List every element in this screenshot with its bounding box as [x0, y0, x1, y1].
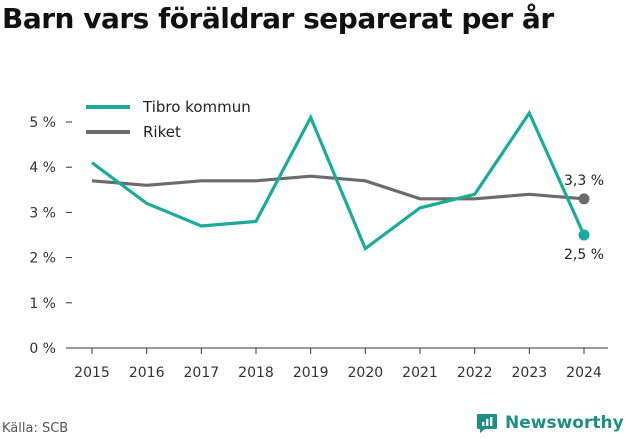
y-tick-label: 5 %	[29, 115, 56, 131]
chart-title: Barn vars föräldrar separerat per år	[2, 2, 554, 35]
y-axis: 0 % 1 % 2 % 3 % 4 % 5 %	[29, 115, 72, 357]
x-tick-label: 2020	[348, 365, 384, 381]
y-tick-label: 2 %	[29, 251, 56, 267]
series-end-point	[578, 193, 590, 205]
series-line	[91, 109, 586, 252]
end-value-label: 3,3 %	[564, 173, 604, 189]
series-lines	[91, 109, 586, 252]
x-tick-label: 2019	[293, 365, 329, 381]
brand-name: Newsworthy	[505, 413, 624, 433]
brand: Newsworthy	[475, 407, 624, 439]
series-end-point	[578, 229, 590, 241]
series-line	[91, 174, 585, 201]
y-tick-label: 4 %	[29, 160, 56, 176]
x-tick-label: 2017	[184, 365, 220, 381]
y-tick-label: 3 %	[29, 205, 56, 221]
end-value-label: 2,5 %	[564, 247, 604, 263]
x-axis: 2015 2016 2017 2018 2019 2020 2021 2022 2023 2024	[66, 347, 608, 381]
y-tick-label: 1 %	[29, 296, 56, 312]
source-note: Källa: SCB	[2, 421, 69, 436]
x-tick-label: 2018	[238, 365, 274, 381]
end-markers: 2,5 % 3,3 %	[564, 173, 604, 263]
newsworthy-logo-icon	[477, 414, 497, 433]
legend: Tibro kommun Riket	[86, 98, 251, 141]
x-tick-label: 2022	[457, 365, 493, 381]
x-tick-label: 2024	[566, 365, 602, 381]
y-tick-label: 0 %	[29, 341, 56, 357]
x-tick-label: 2023	[512, 365, 548, 381]
x-tick-label: 2021	[402, 365, 438, 381]
x-tick-label: 2016	[129, 365, 165, 381]
legend-label: Riket	[143, 123, 181, 141]
x-tick-label: 2015	[74, 365, 110, 381]
legend-label: Tibro kommun	[142, 98, 251, 116]
